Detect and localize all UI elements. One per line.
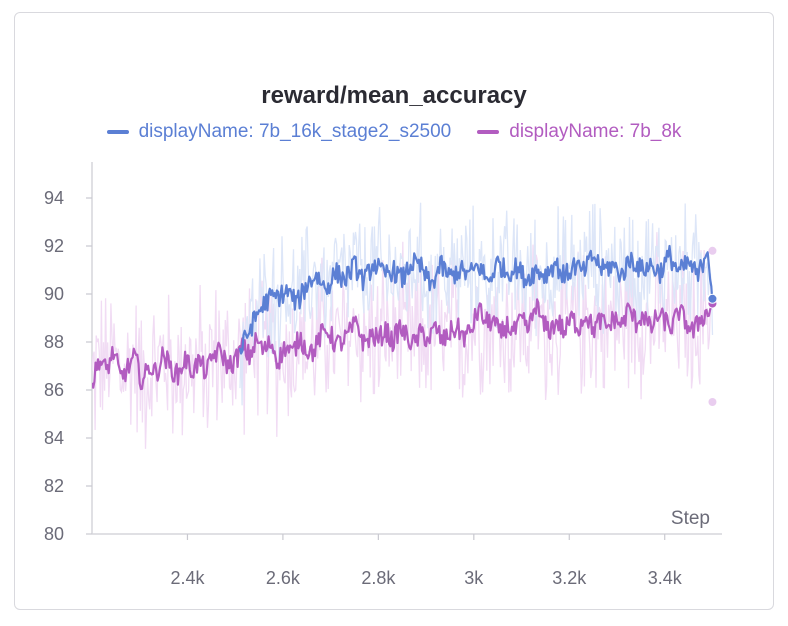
- y-tick-label: 94: [44, 188, 64, 208]
- legend-label-series-2: displayName: 7b_8k: [509, 121, 682, 142]
- x-tick-label: 2.4k: [170, 568, 205, 588]
- legend-label-series-1: displayName: 7b_16k_stage2_s2500: [138, 121, 452, 142]
- legend-item-series-2[interactable]: displayName: 7b_8k: [477, 121, 681, 143]
- y-tick-label: 84: [44, 428, 64, 448]
- legend-item-series-1[interactable]: displayName: 7b_16k_stage2_s2500: [106, 121, 452, 143]
- y-tick-label: 88: [44, 332, 64, 352]
- x-tick-label: 2.8k: [361, 568, 396, 588]
- y-tick-label: 90: [44, 284, 64, 304]
- x-axis-title: Step: [671, 508, 710, 529]
- x-tick-label: 3k: [464, 568, 484, 588]
- y-tick-label: 80: [44, 524, 64, 544]
- x-tick-label: 2.6k: [266, 568, 301, 588]
- x-tick-label: 3.4k: [648, 568, 683, 588]
- raw-extreme-marker: [708, 246, 717, 255]
- raw-extreme-marker: [708, 398, 717, 406]
- series-line-1: [238, 244, 714, 355]
- legend-swatch-series-2: [477, 130, 500, 134]
- chart-title: reward/mean_accuracy: [261, 82, 527, 109]
- y-tick-label: 82: [44, 476, 64, 496]
- chart-legend: displayName: 7b_16k_stage2_s2500 display…: [0, 121, 788, 143]
- y-tick-label: 92: [44, 236, 64, 256]
- series-line-2: [92, 298, 714, 391]
- raw-series-line-1: [239, 202, 714, 406]
- series-end-marker-1: [707, 293, 718, 304]
- y-tick-label: 86: [44, 380, 64, 400]
- legend-swatch-series-1: [106, 130, 129, 134]
- raw-series-line-2: [92, 232, 713, 449]
- x-tick-label: 3.2k: [552, 568, 587, 588]
